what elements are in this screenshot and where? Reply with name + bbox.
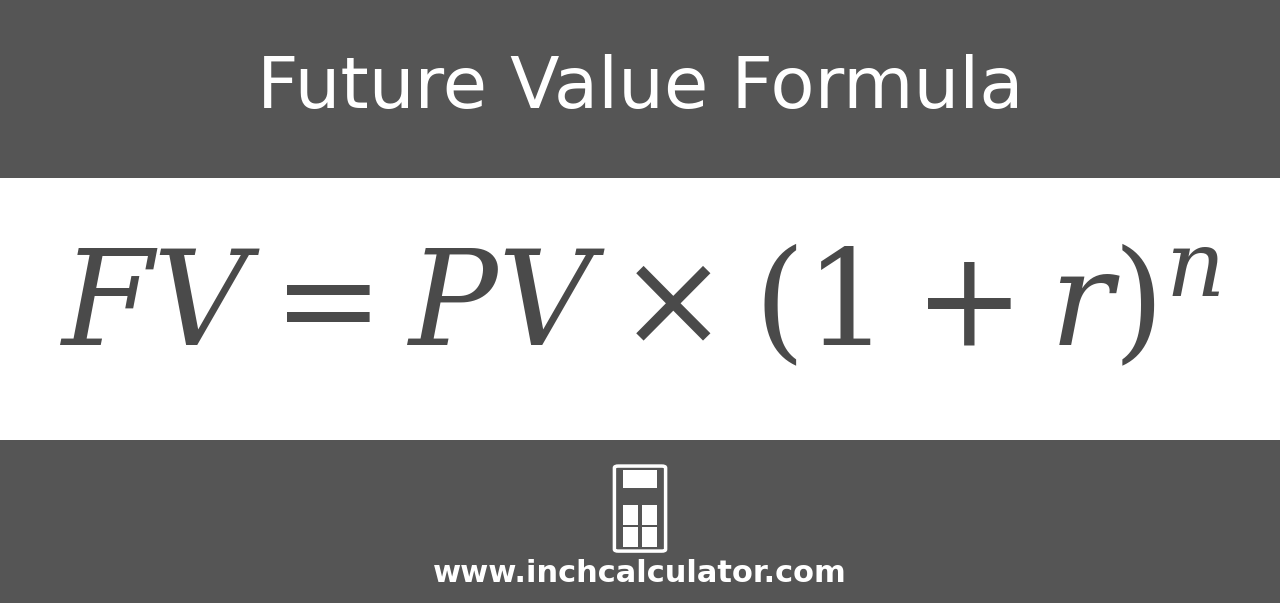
Bar <box>0 0 1280 178</box>
Text: Future Value Formula: Future Value Formula <box>257 54 1023 124</box>
Text: $FV = PV \times (1 + r)^{n}$: $FV = PV \times (1 + r)^{n}$ <box>59 245 1221 373</box>
Bar <box>0 440 1280 603</box>
Bar <box>641 526 657 547</box>
Bar <box>641 505 657 525</box>
Bar <box>623 526 639 547</box>
Bar <box>0 178 1280 440</box>
Bar <box>623 470 657 488</box>
Bar <box>623 505 639 525</box>
Text: www.inchcalculator.com: www.inchcalculator.com <box>433 559 847 588</box>
